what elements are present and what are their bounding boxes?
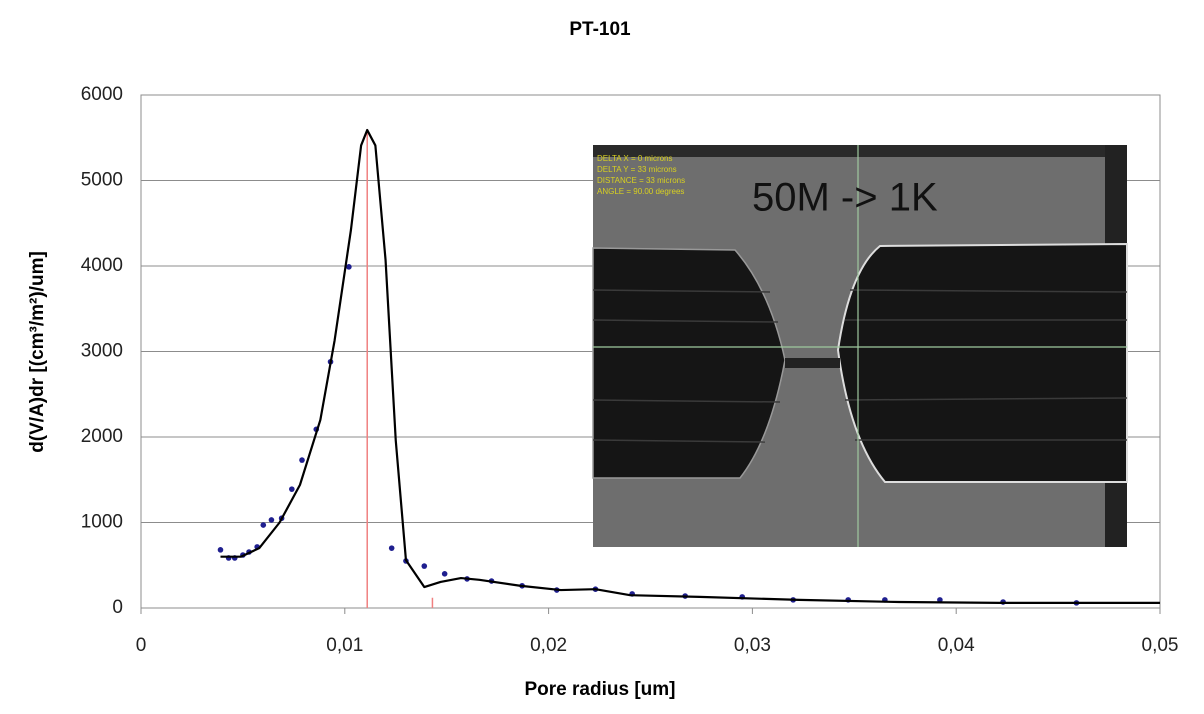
x-axis-label: Pore radius [um] [525, 679, 676, 700]
data-point [217, 547, 224, 553]
data-point [441, 571, 448, 577]
x-tick-label: 0,02 [530, 635, 567, 656]
data-point [421, 563, 428, 569]
x-tick-label: 0,04 [938, 635, 975, 656]
plot-border [140, 94, 1161, 609]
chart-title: PT-101 [569, 19, 631, 40]
photo-edge [1105, 145, 1127, 245]
data-point [289, 486, 295, 492]
y-tick-label: 6000 [81, 84, 123, 105]
inset-photo: 50M -> 1K DELTA X = 0 microns DELTA Y = … [592, 145, 1128, 547]
data-point [388, 545, 395, 551]
data-point [299, 457, 305, 463]
inset-annotation: 50M -> 1K [752, 176, 938, 220]
y-axis-label: d(V/A)dr [(cm³/m²)/um] [27, 251, 48, 453]
readout: DELTA Y = 33 microns [597, 165, 677, 174]
x-tick-label: 0,05 [1142, 635, 1179, 656]
data-point [346, 264, 352, 270]
electrode-left [592, 247, 786, 479]
photo-edge [593, 145, 1127, 157]
y-tick-label: 3000 [81, 341, 123, 362]
x-tick-label: 0,01 [326, 635, 363, 656]
readout: ANGLE = 90.00 degrees [597, 187, 684, 196]
y-tick-label: 0 [112, 597, 123, 618]
y-tick-label: 2000 [81, 426, 123, 447]
readout: DELTA X = 0 microns [597, 154, 673, 163]
gap-bridge [785, 358, 840, 368]
y-tick-label: 4000 [81, 255, 123, 276]
readout: DISTANCE = 33 microns [597, 176, 685, 185]
photo-edge [1105, 480, 1127, 547]
y-tick-label: 5000 [81, 170, 123, 191]
electrode-right [836, 242, 1128, 483]
y-tick-label: 1000 [81, 512, 123, 533]
electrode-stripes [592, 289, 1128, 443]
x-tick-label: 0 [136, 635, 147, 656]
fit-line [220, 128, 1160, 604]
data-point [260, 522, 267, 528]
data-point [268, 517, 275, 523]
data [217, 128, 1160, 608]
x-tick-label: 0,03 [734, 635, 771, 656]
